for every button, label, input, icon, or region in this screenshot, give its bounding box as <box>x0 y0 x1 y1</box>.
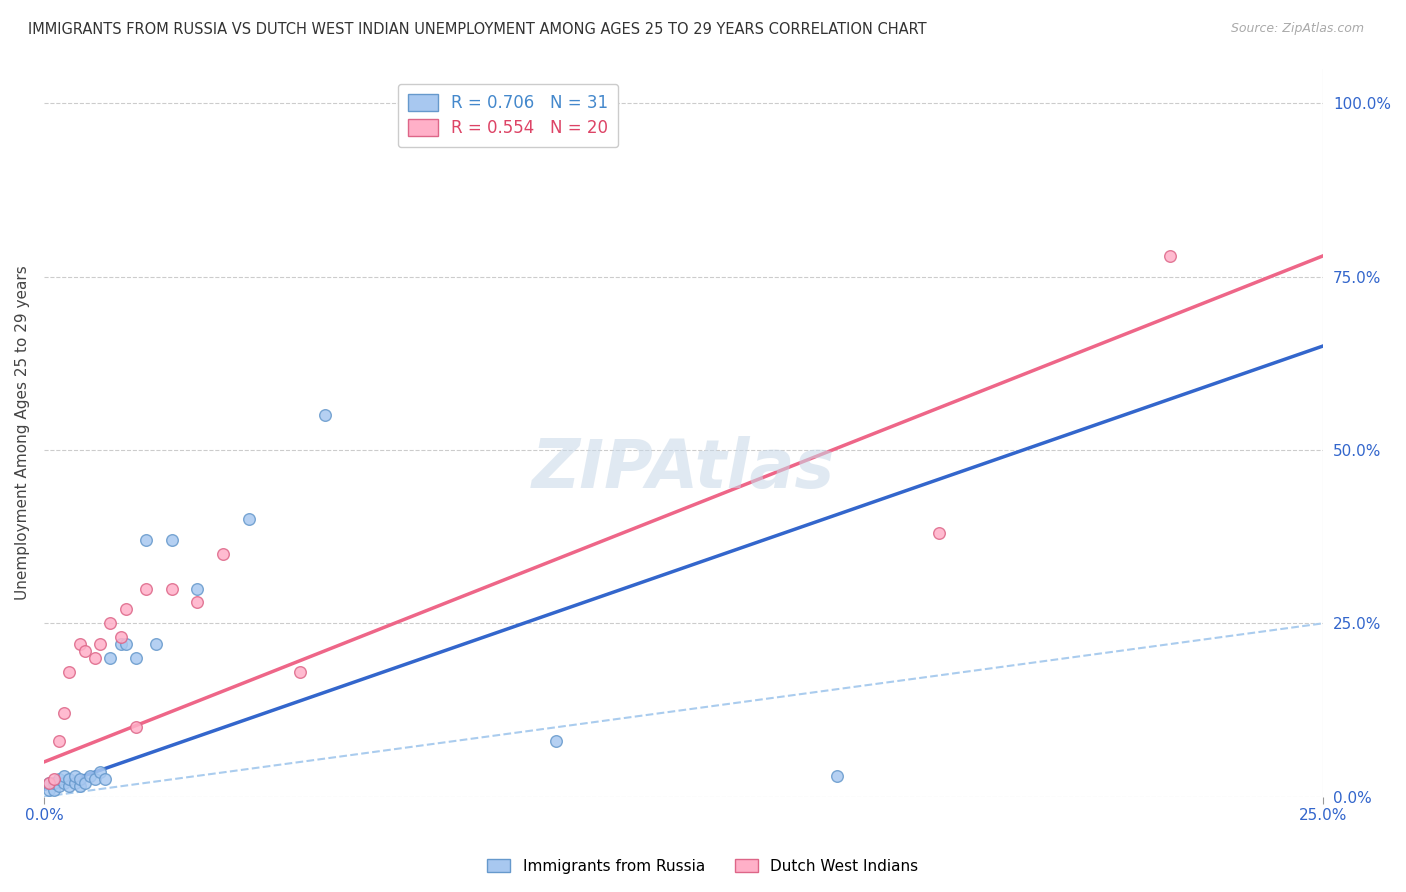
Point <box>89 765 111 780</box>
Point <box>186 582 208 596</box>
Point <box>114 637 136 651</box>
Point <box>84 651 107 665</box>
Y-axis label: Unemployment Among Ages 25 to 29 years: Unemployment Among Ages 25 to 29 years <box>15 265 30 600</box>
Point <box>73 644 96 658</box>
Point <box>69 772 91 787</box>
Point <box>135 533 157 547</box>
Point <box>125 720 148 734</box>
Point <box>84 772 107 787</box>
Text: ZIPAtlas: ZIPAtlas <box>531 436 835 502</box>
Point <box>48 779 70 793</box>
Point <box>100 616 122 631</box>
Point <box>42 776 65 790</box>
Point <box>69 779 91 793</box>
Point <box>58 665 80 679</box>
Point <box>53 706 76 721</box>
Point <box>160 582 183 596</box>
Point <box>58 779 80 793</box>
Point <box>63 769 86 783</box>
Point <box>135 582 157 596</box>
Point <box>79 769 101 783</box>
Point <box>100 651 122 665</box>
Point <box>825 769 848 783</box>
Point <box>314 409 336 423</box>
Point <box>48 734 70 748</box>
Point <box>38 776 60 790</box>
Point <box>63 776 86 790</box>
Point <box>110 637 132 651</box>
Point <box>38 782 60 797</box>
Point <box>94 772 117 787</box>
Point <box>238 512 260 526</box>
Point <box>544 734 567 748</box>
Point <box>53 769 76 783</box>
Legend: R = 0.706   N = 31, R = 0.554   N = 20: R = 0.706 N = 31, R = 0.554 N = 20 <box>398 84 619 147</box>
Text: IMMIGRANTS FROM RUSSIA VS DUTCH WEST INDIAN UNEMPLOYMENT AMONG AGES 25 TO 29 YEA: IMMIGRANTS FROM RUSSIA VS DUTCH WEST IND… <box>28 22 927 37</box>
Point <box>110 630 132 644</box>
Point <box>145 637 167 651</box>
Point <box>69 637 91 651</box>
Point <box>53 776 76 790</box>
Point <box>42 782 65 797</box>
Point <box>928 526 950 541</box>
Point <box>114 602 136 616</box>
Point <box>125 651 148 665</box>
Point <box>38 776 60 790</box>
Point <box>89 637 111 651</box>
Point <box>288 665 311 679</box>
Point <box>1159 249 1181 263</box>
Point <box>186 595 208 609</box>
Legend: Immigrants from Russia, Dutch West Indians: Immigrants from Russia, Dutch West India… <box>481 853 925 880</box>
Point <box>73 776 96 790</box>
Point <box>58 772 80 787</box>
Point <box>160 533 183 547</box>
Point <box>42 772 65 787</box>
Text: Source: ZipAtlas.com: Source: ZipAtlas.com <box>1230 22 1364 36</box>
Point <box>48 772 70 787</box>
Point <box>212 547 235 561</box>
